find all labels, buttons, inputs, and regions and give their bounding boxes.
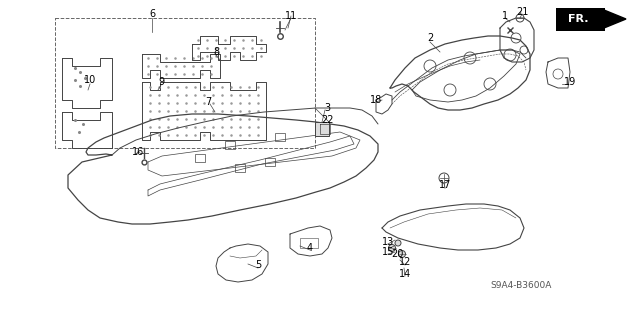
- Bar: [315, 122, 329, 136]
- Circle shape: [395, 240, 401, 246]
- Text: 20: 20: [391, 249, 403, 259]
- Text: 19: 19: [564, 77, 576, 87]
- Text: 5: 5: [255, 260, 261, 270]
- Text: 8: 8: [213, 47, 219, 57]
- Text: 11: 11: [285, 11, 297, 21]
- Text: 12: 12: [399, 257, 411, 267]
- Text: 7: 7: [205, 97, 211, 107]
- Text: 2: 2: [427, 33, 433, 43]
- Text: 6: 6: [149, 9, 155, 19]
- Bar: [300, 238, 318, 248]
- Text: 13: 13: [382, 237, 394, 247]
- Text: 4: 4: [307, 243, 313, 253]
- Text: FR.: FR.: [568, 14, 588, 24]
- Circle shape: [388, 244, 396, 251]
- Polygon shape: [604, 10, 626, 28]
- Bar: [265, 158, 275, 166]
- Text: 22: 22: [321, 115, 333, 125]
- Text: 17: 17: [439, 180, 451, 190]
- Text: 21: 21: [516, 7, 528, 17]
- Text: 15: 15: [382, 247, 394, 257]
- Text: 1: 1: [502, 11, 508, 21]
- Bar: [225, 141, 235, 149]
- Text: 3: 3: [324, 103, 330, 113]
- Text: S9A4-B3600A: S9A4-B3600A: [490, 280, 552, 290]
- Bar: [275, 133, 285, 141]
- Text: 14: 14: [399, 269, 411, 279]
- Bar: [235, 164, 245, 172]
- Text: 9: 9: [158, 77, 164, 87]
- Text: 10: 10: [84, 75, 96, 85]
- FancyBboxPatch shape: [556, 8, 605, 31]
- Text: 18: 18: [370, 95, 382, 105]
- Bar: [195, 154, 205, 162]
- Text: 16: 16: [132, 147, 144, 157]
- Circle shape: [399, 250, 406, 257]
